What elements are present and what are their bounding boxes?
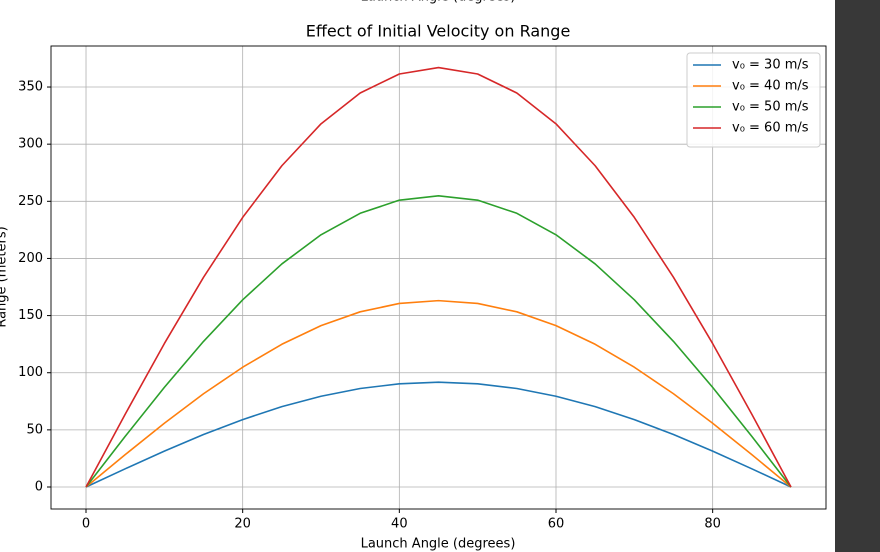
x-tick-label: 80 <box>704 517 721 532</box>
side-panel <box>835 0 880 552</box>
y-tick-label: 150 <box>18 308 43 323</box>
x-tick-label: 0 <box>82 517 90 532</box>
chart: Launch Angle (degrees) Effect of Initial… <box>0 0 827 552</box>
y-axis-label: Range (meters) <box>0 226 10 327</box>
legend: v₀ = 30 m/s v₀ = 40 m/s v₀ = 50 m/s v₀ = 60… <box>686 52 821 148</box>
legend-box <box>686 52 821 148</box>
y-tick-label: 0 <box>35 480 43 495</box>
x-tick-label: 40 <box>391 517 408 532</box>
x-tick-label: 60 <box>548 517 565 532</box>
y-tick-label: 250 <box>18 194 43 209</box>
series-line <box>85 195 792 488</box>
y-tick-label: 200 <box>18 251 43 266</box>
legend-label: v₀ = 50 m/s <box>732 100 809 115</box>
legend-label: v₀ = 30 m/s <box>732 58 809 73</box>
legend-label: v₀ = 40 m/s <box>732 79 809 94</box>
clipped-header: Launch Angle (degrees) <box>361 0 516 5</box>
series-line <box>85 299 792 488</box>
y-tick-label: 100 <box>18 365 43 380</box>
legend-label: v₀ = 60 m/s <box>732 121 809 136</box>
plot-frame <box>50 45 827 510</box>
y-tick-label: 300 <box>18 137 43 152</box>
x-tick-label: 20 <box>234 517 251 532</box>
x-axis-label: Launch Angle (degrees) <box>361 537 516 552</box>
series-line <box>85 381 792 488</box>
y-tick-label: 350 <box>18 80 43 95</box>
chart-title: Effect of Initial Velocity on Range <box>306 22 571 41</box>
y-tick-label: 50 <box>26 422 43 437</box>
series-line <box>85 66 792 488</box>
